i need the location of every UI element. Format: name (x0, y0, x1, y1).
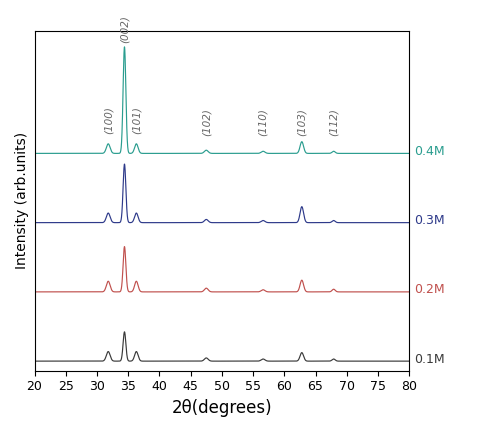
Text: 0.4M: 0.4M (414, 145, 445, 158)
Text: (002): (002) (120, 15, 130, 43)
Text: 0.2M: 0.2M (414, 283, 445, 296)
Text: (101): (101) (132, 106, 141, 133)
X-axis label: 2θ(degrees): 2θ(degrees) (172, 399, 272, 417)
Text: (110): (110) (258, 108, 268, 137)
Text: (102): (102) (202, 108, 211, 137)
Text: 0.1M: 0.1M (414, 353, 445, 365)
Text: (103): (103) (297, 108, 307, 137)
Text: 0.3M: 0.3M (414, 214, 445, 227)
Y-axis label: Intensity (arb.units): Intensity (arb.units) (15, 132, 29, 270)
Text: (112): (112) (328, 108, 338, 137)
Text: (100): (100) (103, 106, 113, 133)
